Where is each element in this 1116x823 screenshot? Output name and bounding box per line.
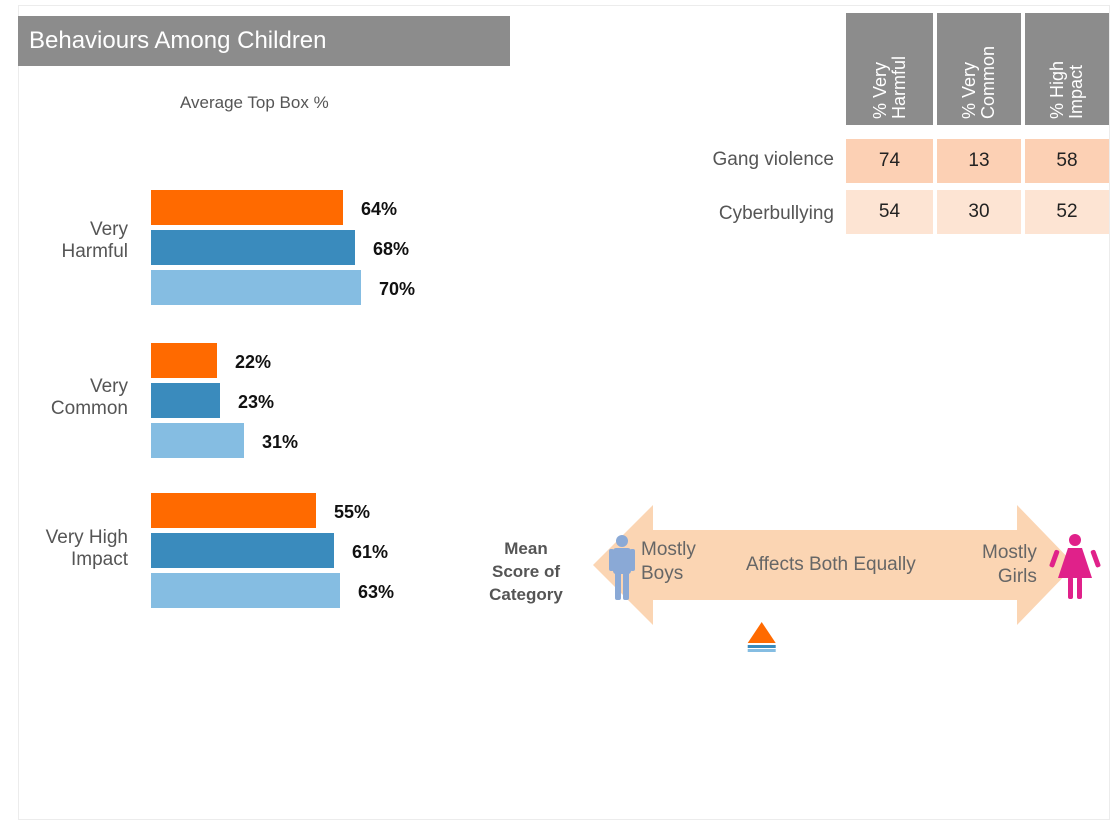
bar-value-label: 64%	[361, 199, 397, 219]
category-label-very-high-impact: Very High Impact	[8, 527, 128, 571]
bar-value-label: 63%	[358, 582, 394, 602]
bar-value-label: 61%	[352, 542, 388, 562]
table-cell: 58	[1025, 139, 1109, 183]
bar-value-label: 31%	[262, 432, 298, 452]
bar-very-common-1	[151, 383, 220, 418]
category-label-line: Impact	[70, 549, 128, 570]
mean-score-marker	[747, 622, 776, 652]
mean-score-label: Mean Score of Category	[478, 537, 574, 606]
bar-very-high-impact-1	[151, 533, 334, 568]
bar-very-high-impact-0	[151, 493, 316, 528]
bar-value-label: 70%	[379, 279, 415, 299]
table-row-label: Cyberbullying	[718, 203, 834, 224]
category-label-very-harmful: Very Harmful	[8, 219, 128, 263]
mean-label-line: Score of	[491, 562, 561, 581]
table-cell: 54	[846, 190, 933, 234]
table-cell: 30	[937, 190, 1021, 234]
mostly-boys-label: Mostly Boys	[641, 539, 696, 584]
bar-very-common-0	[151, 343, 217, 378]
mean-label-line: Category	[489, 585, 563, 604]
girl-icon	[1049, 534, 1101, 599]
category-label-very-common: Very Common	[8, 376, 128, 420]
page-frame	[18, 5, 1110, 820]
category-label-line: Very	[89, 219, 128, 240]
bar-very-common-2	[151, 423, 244, 458]
category-label-line: Very High	[45, 527, 128, 548]
category-label-line: Harmful	[61, 241, 128, 262]
bar-value-label: 68%	[373, 239, 409, 259]
table-cell: 13	[937, 139, 1021, 183]
bar-chart: 64% 68% 70% 22% 23% 31% 55% 61% 63%	[151, 190, 415, 608]
bar-value-label: 23%	[238, 392, 274, 412]
scale-graphic	[593, 505, 1101, 652]
bar-value-label: 22%	[235, 352, 271, 372]
bar-value-label: 55%	[334, 502, 370, 522]
table-header-very-common: % Very Common	[937, 13, 1021, 125]
category-label-line: Very	[89, 376, 128, 397]
bar-very-harmful-0	[151, 190, 343, 225]
boy-icon	[609, 535, 635, 600]
bar-very-high-impact-2	[151, 573, 340, 608]
table-row-label: Gang violence	[712, 149, 834, 170]
mean-label-line: Mean	[504, 539, 548, 558]
page-title: Behaviours Among Children	[18, 16, 510, 66]
table-cell: 74	[846, 139, 933, 183]
table-header-very-harmful: % Very Harmful	[846, 13, 933, 125]
table-cell: 52	[1025, 190, 1109, 234]
bar-very-harmful-2	[151, 270, 361, 305]
table-header-high-impact: % High Impact	[1025, 13, 1109, 125]
mostly-girls-label: Mostly Girls	[982, 542, 1037, 587]
category-label-line: Common	[50, 398, 128, 419]
bar-very-harmful-1	[151, 230, 355, 265]
affects-both-equally-label: Affects Both Equally	[746, 554, 916, 575]
chart-subtitle: Average Top Box %	[180, 93, 329, 112]
double-arrow	[593, 505, 1075, 625]
